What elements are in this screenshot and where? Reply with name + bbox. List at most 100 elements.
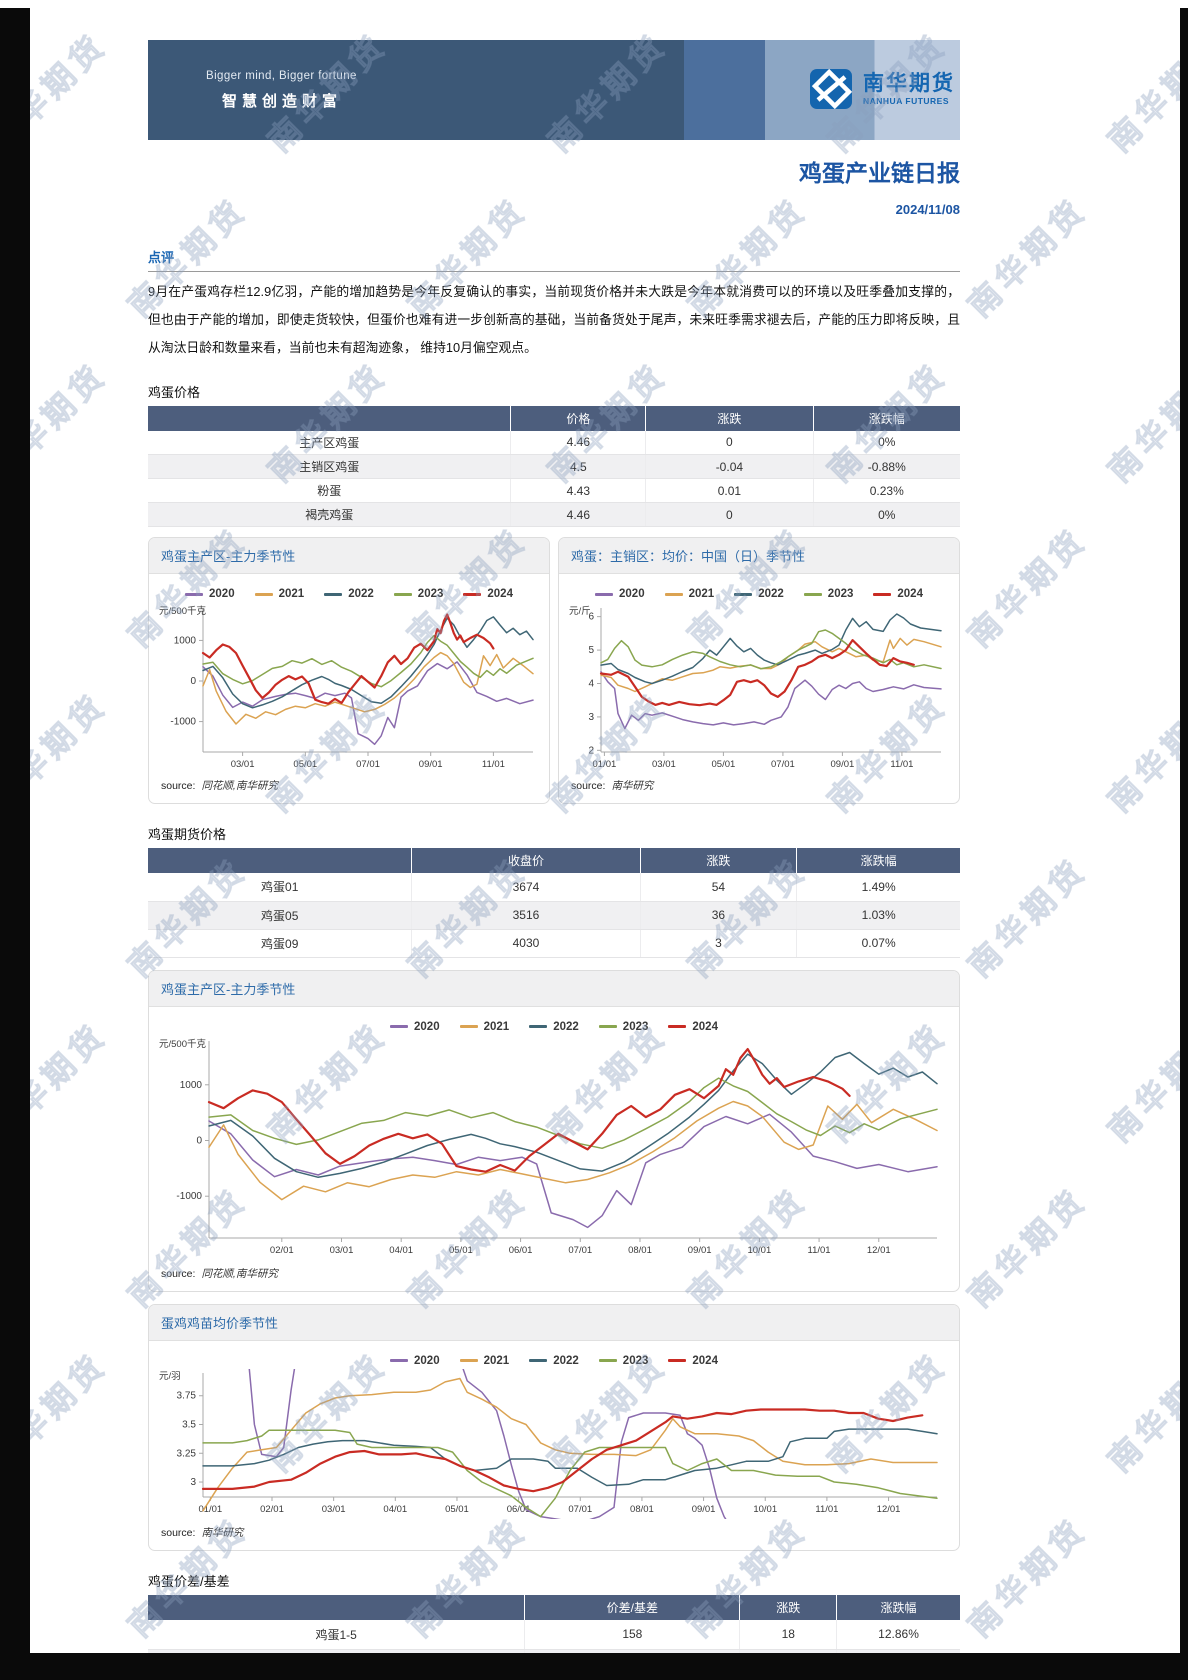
egg-spread-table: 价差/基差涨跌涨跌幅鸡蛋1-51581812.86%鸡蛋5-9-51433-6.… <box>148 1594 960 1653</box>
legend-swatch <box>459 1359 478 1363</box>
divider <box>148 271 960 272</box>
chart-panel-chick-price-seasonal: 蛋鸡鸡苗均价季节性 2020 2021 2022 2023 2024 3.75 3.5 3.… <box>148 1303 960 1551</box>
x-tick-label: 08/01 <box>628 1245 652 1256</box>
x-tick-label: 12/01 <box>877 1504 901 1515</box>
legend-label: 2021 <box>688 588 715 601</box>
series-2023 <box>202 1429 938 1518</box>
cell: 4.5 <box>510 454 646 480</box>
series-2020 <box>600 671 942 730</box>
x-tick-label: 03/01 <box>330 1245 354 1256</box>
row-label: 褐壳鸡蛋 <box>148 502 511 528</box>
legend-item-2023: 2023 <box>393 588 444 601</box>
viewer-top-margin <box>0 0 1188 8</box>
y-axis-unit-label: 元/500千克 <box>159 1039 206 1050</box>
y-tick-label: 0 <box>196 1135 202 1146</box>
cell: 4.46 <box>510 430 646 456</box>
charts-row: 鸡蛋主产区-主力季节性 2020 2021 2022 2023 2024 1000 0 -1… <box>148 537 960 805</box>
section-title-egg-futures: 鸡蛋期货价格 <box>148 827 227 843</box>
table-row: 鸡蛋1-5 158 18 12.86% <box>148 1619 960 1651</box>
chart-title: 鸡蛋主产区-主力季节性 <box>149 538 549 575</box>
series-2022 <box>202 616 534 709</box>
legend-item-2022: 2022 <box>529 1355 579 1367</box>
source-name: 同花顺,南华研究 <box>201 780 278 793</box>
section-title-egg-price: 鸡蛋价格 <box>148 384 201 400</box>
legend-item-2021: 2021 <box>459 1020 510 1033</box>
header-banner: Bigger mind, Bigger fortune 智慧创造财富 南华期货 … <box>148 40 960 140</box>
legend-swatch <box>668 1359 687 1363</box>
x-tick-label: 04/01 <box>389 1245 413 1256</box>
row-label: 主产区鸡蛋 <box>148 430 511 456</box>
x-tick-label: 09/01 <box>692 1504 716 1515</box>
chart-body: 2020 2021 2022 2023 2024 1000 0 -1000 02/01 03/0… <box>149 1007 959 1291</box>
legend-item-2021: 2021 <box>254 588 304 600</box>
row-label: 鸡蛋01 <box>148 873 412 902</box>
x-tick-label: 09/01 <box>419 759 443 770</box>
legend-label: 2024 <box>692 1354 718 1367</box>
legend-swatch <box>529 1025 548 1029</box>
report-content: Bigger mind, Bigger fortune 智慧创造财富 南华期货 … <box>30 8 1180 1653</box>
column-header: 涨跌 <box>639 848 797 874</box>
cell: 1.03% <box>796 901 960 930</box>
cell: 4.46 <box>510 502 646 528</box>
x-tick-label: 01/01 <box>593 759 617 770</box>
legend-item-2021: 2021 <box>664 588 715 601</box>
legend-label: 2023 <box>417 588 444 601</box>
egg-price-table: 价格 涨跌 涨跌幅 主产区鸡蛋 4.46 0 0% 主销区鸡蛋 4.5 -0.04 -0.88% 粉蛋… <box>148 405 960 528</box>
legend-item-2020: 2020 <box>185 588 235 600</box>
line-chart-producing-area: 1000 0 -1000 03/01 05/01 07/01 09/01 11/01 元/500… <box>159 606 534 770</box>
legend-swatch <box>598 1359 617 1363</box>
cell: 33 <box>739 1649 837 1653</box>
line-chart-chick-price: 3.75 3.5 3.25 3 01/01 02/01 03/01 04/01 05/01 06/… <box>159 1368 938 1519</box>
x-tick-label: 05/01 <box>712 759 736 770</box>
row-label: 鸡蛋05 <box>148 901 412 930</box>
legend-swatch <box>734 592 753 596</box>
header-row: 价格 涨跌 涨跌幅 <box>148 405 960 431</box>
x-tick-label: 03/01 <box>322 1504 346 1515</box>
legend-item-2024: 2024 <box>668 1355 718 1367</box>
cell: 54 <box>639 873 797 902</box>
legend-swatch <box>873 592 892 596</box>
source-label: source: <box>161 780 196 793</box>
legend-label: 2020 <box>414 1354 440 1367</box>
cell: 158 <box>524 1619 740 1651</box>
source-name: 同花顺,南华研究 <box>201 1267 278 1280</box>
source-label: source: <box>161 1267 196 1280</box>
x-tick-label: 11/01 <box>808 1245 831 1256</box>
legend-label: 2020 <box>209 588 235 601</box>
x-tick-label: 05/01 <box>445 1504 469 1515</box>
legend-label: 2020 <box>619 588 645 601</box>
y-tick-label: 1000 <box>180 1079 203 1090</box>
legend-item-2023: 2023 <box>598 1355 648 1367</box>
series-2024 <box>201 1408 924 1492</box>
row-label: 主销区鸡蛋 <box>148 454 511 480</box>
x-tick-label: 07/01 <box>356 759 380 770</box>
source-name: 南华研究 <box>611 780 654 793</box>
series-2023 <box>600 629 942 670</box>
row-label: 鸡蛋5-9 <box>148 1649 525 1653</box>
cell: -0.88% <box>812 454 960 480</box>
chart-source: source: 同花顺,南华研究 <box>157 1260 951 1291</box>
cell: 0.07% <box>796 929 960 958</box>
legend-label: 2021 <box>483 1020 510 1033</box>
series-2021 <box>208 1100 938 1201</box>
x-tick-label: 11/01 <box>482 759 505 770</box>
egg-price-section: 鸡蛋价格 价格 涨跌 涨跌幅 主产区鸡蛋 4.46 0 0% 主销区鸡蛋 4.5 -0.04 -0.… <box>148 382 960 528</box>
comment-heading: 点评 <box>148 250 175 265</box>
x-tick-label: 05/01 <box>293 759 317 770</box>
series-2022 <box>208 1051 938 1178</box>
column-header: 涨跌幅 <box>836 1594 960 1620</box>
table-row: 主销区鸡蛋 4.5 -0.04 -0.88% <box>148 454 960 480</box>
logo-text-english: NANHUA FUTURES <box>863 95 950 106</box>
legend-swatch <box>324 592 343 596</box>
series-2020 <box>202 661 534 746</box>
row-label: 粉蛋 <box>148 478 511 504</box>
slogan-english: Bigger mind, Bigger fortune <box>206 70 357 82</box>
cell: 4030 <box>411 929 641 958</box>
slogan-chinese: 智慧创造财富 <box>222 93 343 110</box>
legend-item-2024: 2024 <box>668 1021 718 1033</box>
table-row: 褐壳鸡蛋 4.46 0 0% <box>148 502 960 528</box>
x-tick-label: 02/01 <box>270 1245 294 1256</box>
logo-text: 南华期货 NANHUA FUTURES <box>863 72 955 105</box>
legend-item-2022: 2022 <box>324 588 374 600</box>
egg-spread-section: 鸡蛋价差/基差 价差/基差涨跌涨跌幅鸡蛋1-51581812.86%鸡蛋5-9-… <box>148 1571 960 1653</box>
